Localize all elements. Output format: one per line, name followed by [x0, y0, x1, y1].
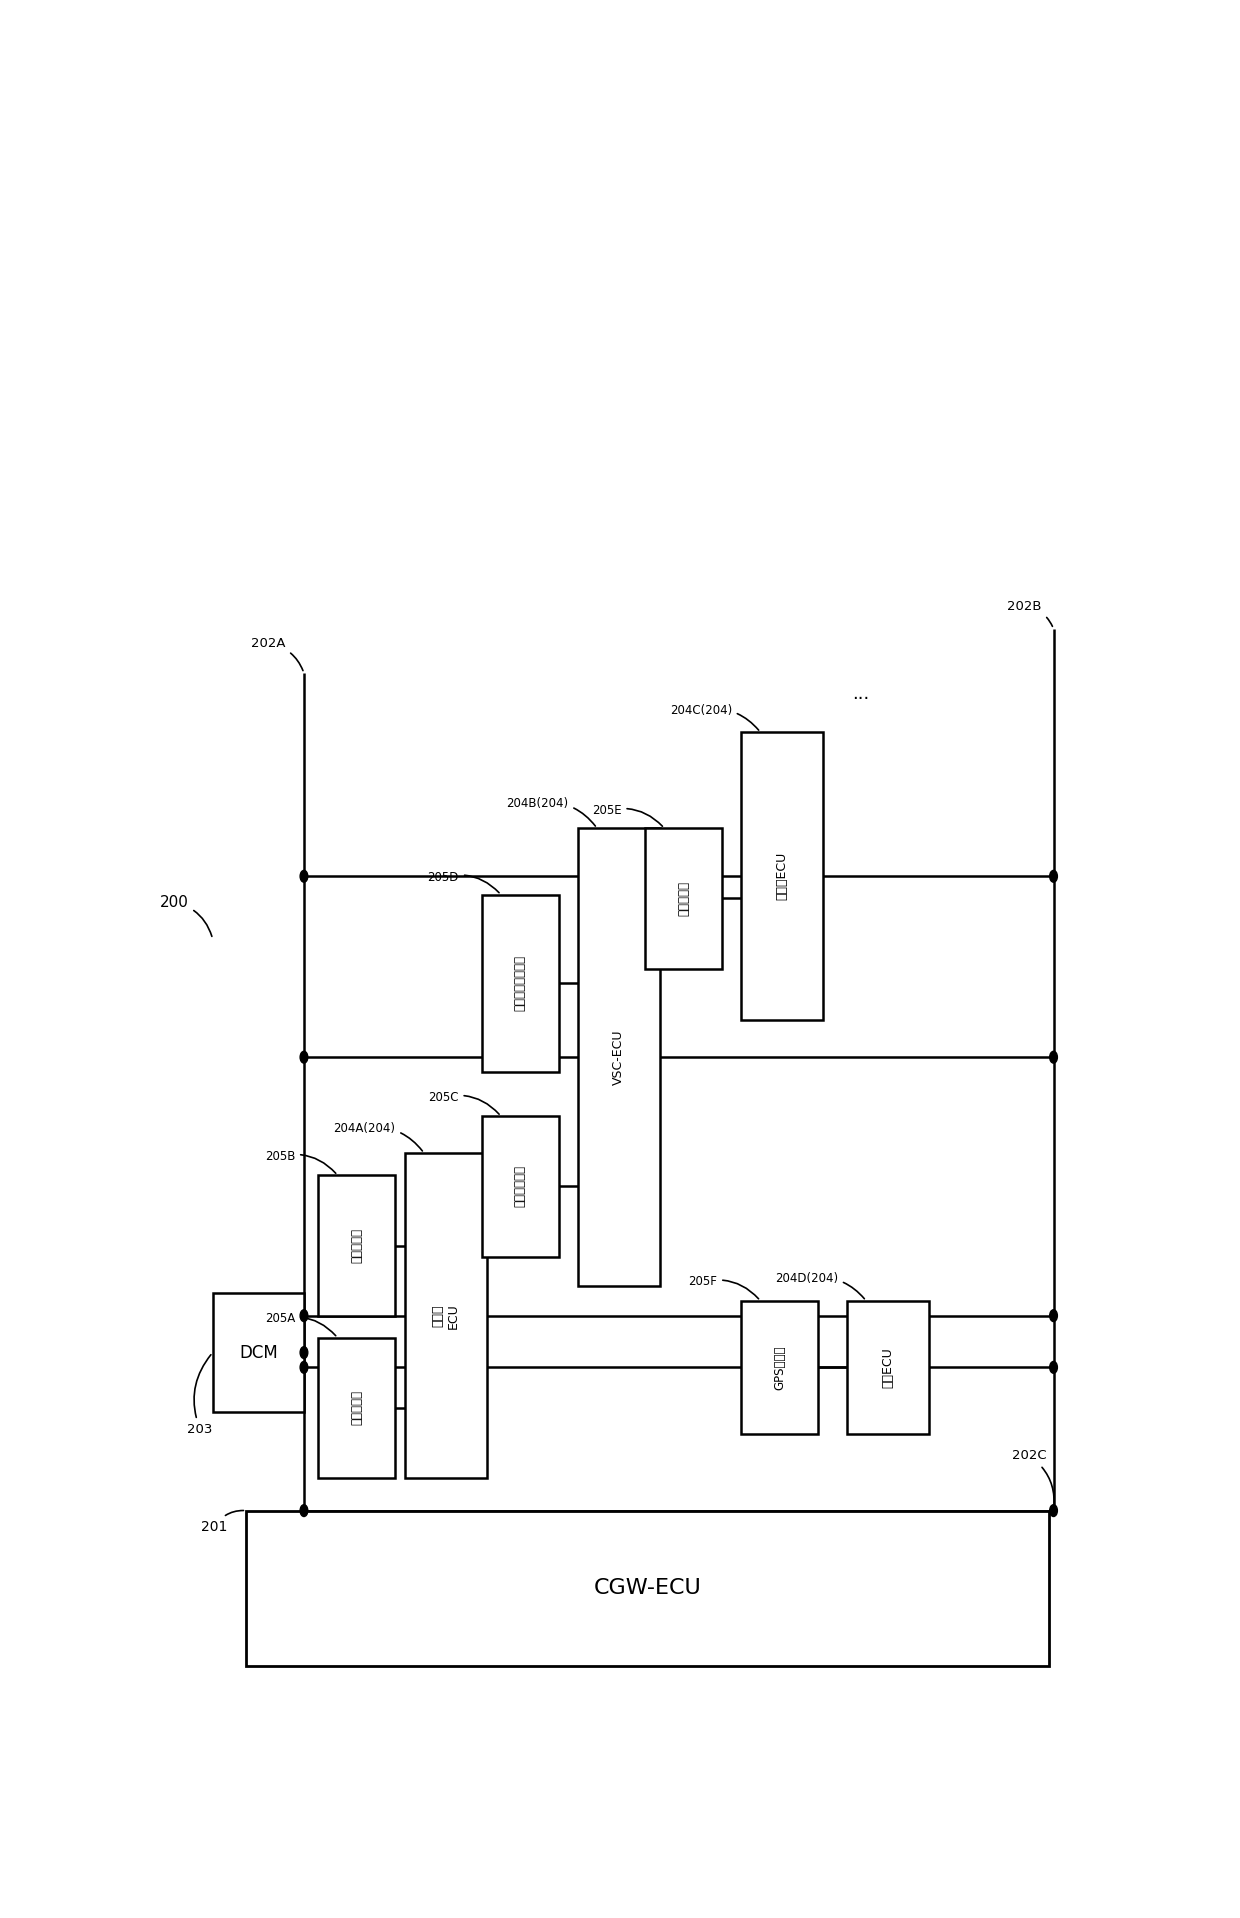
Text: 204A(204): 204A(204) [334, 1122, 423, 1151]
Text: 205E: 205E [591, 804, 662, 827]
FancyBboxPatch shape [481, 1116, 559, 1256]
Text: 205D: 205D [428, 871, 498, 892]
FancyBboxPatch shape [742, 1300, 818, 1435]
FancyBboxPatch shape [404, 1153, 486, 1479]
Text: VSC-ECU: VSC-ECU [613, 1030, 625, 1086]
Text: 203: 203 [187, 1354, 213, 1437]
Text: GPS传感器: GPS传感器 [774, 1345, 786, 1391]
Text: 205B: 205B [265, 1149, 336, 1174]
Circle shape [1050, 1362, 1058, 1373]
Text: CGW-ECU: CGW-ECU [594, 1579, 702, 1598]
Circle shape [1050, 1051, 1058, 1063]
Text: 车速传感器: 车速传感器 [351, 1228, 363, 1262]
Circle shape [1050, 1310, 1058, 1322]
FancyBboxPatch shape [847, 1300, 929, 1435]
FancyBboxPatch shape [247, 1511, 1049, 1665]
Text: 加速度传感器: 加速度传感器 [513, 1166, 527, 1208]
Text: 发动机
ECU: 发动机 ECU [432, 1302, 460, 1329]
Text: 205C: 205C [428, 1091, 500, 1114]
Circle shape [1050, 1506, 1058, 1517]
Circle shape [300, 1310, 308, 1322]
Text: DCM: DCM [239, 1345, 278, 1362]
Text: 201: 201 [201, 1511, 243, 1534]
Text: 204D(204): 204D(204) [775, 1272, 864, 1298]
Circle shape [1050, 871, 1058, 882]
FancyBboxPatch shape [481, 894, 559, 1072]
FancyBboxPatch shape [213, 1293, 304, 1412]
Text: 导航ECU: 导航ECU [882, 1346, 894, 1389]
Text: ...: ... [852, 685, 869, 702]
FancyBboxPatch shape [319, 1339, 396, 1479]
Text: 风门传感器: 风门传感器 [351, 1391, 363, 1425]
FancyBboxPatch shape [645, 829, 722, 969]
Circle shape [300, 1346, 308, 1358]
Text: 204C(204): 204C(204) [670, 704, 759, 731]
FancyBboxPatch shape [319, 1176, 396, 1316]
Text: 204B(204): 204B(204) [506, 796, 595, 827]
Circle shape [300, 1051, 308, 1063]
FancyBboxPatch shape [578, 829, 660, 1287]
Text: 转向操纵角传感器: 转向操纵角传感器 [513, 955, 527, 1011]
Text: 205A: 205A [265, 1312, 336, 1335]
Text: 200: 200 [160, 894, 212, 936]
Text: 202A: 202A [252, 637, 303, 671]
Text: 202B: 202B [1007, 600, 1053, 627]
Text: 制动器ECU: 制动器ECU [775, 852, 789, 900]
Circle shape [300, 1362, 308, 1373]
Text: 油压传感器: 油压传感器 [677, 880, 689, 917]
Circle shape [300, 871, 308, 882]
Text: 205F: 205F [688, 1275, 759, 1298]
Text: 202C: 202C [1012, 1450, 1054, 1508]
FancyBboxPatch shape [742, 733, 823, 1020]
Circle shape [300, 1506, 308, 1517]
